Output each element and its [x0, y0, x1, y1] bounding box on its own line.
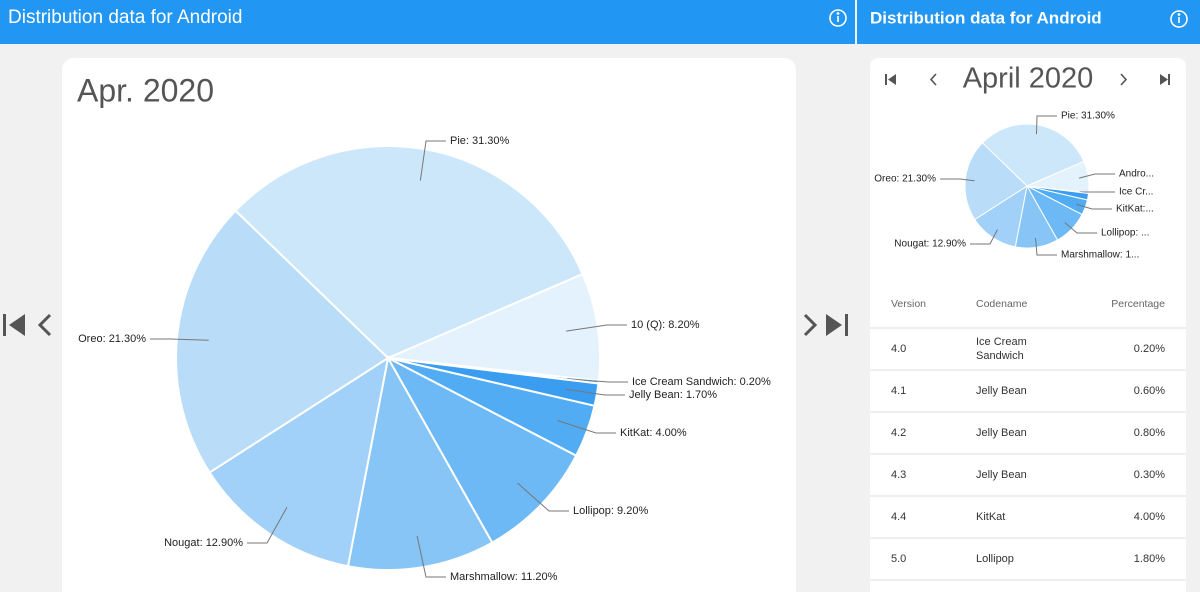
leader-line	[517, 482, 569, 512]
table-cell: Ice Cream Sandwich	[976, 336, 1027, 362]
table-cell: 0.80%	[1134, 427, 1165, 439]
leader-line	[419, 140, 446, 181]
leader-line	[1035, 237, 1057, 256]
last-button[interactable]	[1160, 74, 1170, 85]
prev-button[interactable]	[37, 313, 52, 337]
slice-label: Andro...	[1119, 169, 1154, 180]
slice-label: 10 (Q): 8.20%	[631, 319, 700, 331]
leader-line	[970, 229, 998, 245]
pie-slice	[385, 355, 578, 544]
chart-title: Apr. 2020	[77, 72, 214, 108]
table-cell: 0.60%	[1134, 385, 1165, 397]
table-cell: 0.30%	[1134, 469, 1165, 481]
slice-label: Nougat: 12.90%	[894, 239, 966, 250]
table-cell: 4.4	[891, 511, 906, 523]
slice-label: Ice Cream Sandwich: 0.20%	[632, 376, 771, 388]
pie-slice	[208, 355, 390, 568]
slice-label: Lollipop: 9.20%	[573, 505, 648, 517]
table-cell: Jelly Bean	[976, 469, 1027, 481]
table-cell: 5.0	[891, 553, 906, 565]
table-cell: 1.80%	[1134, 553, 1165, 565]
slice-label: Marshmallow: 1...	[1061, 250, 1139, 261]
leader-line	[566, 378, 628, 383]
app-bar	[0, 0, 855, 44]
slice-label: KitKat:...	[1116, 204, 1154, 215]
leader-line	[1078, 173, 1115, 179]
table-cell: 4.1	[891, 385, 906, 397]
pie-slice	[346, 355, 494, 571]
info-icon[interactable]	[829, 9, 847, 27]
next-button[interactable]	[803, 313, 818, 337]
leader-line	[565, 388, 625, 396]
table-cell: 4.2	[891, 427, 906, 439]
slice-label: Oreo: 21.30%	[874, 174, 936, 185]
table-cell: Jelly Bean	[976, 385, 1027, 397]
column-header: Codename	[976, 298, 1028, 310]
chart-title: April 2020	[963, 63, 1094, 95]
prev-button[interactable]	[929, 73, 937, 86]
table-cell: 4.00%	[1134, 511, 1165, 523]
first-button[interactable]	[885, 74, 896, 85]
app-title: Distribution data for Android	[870, 8, 1102, 27]
pie-slice	[234, 145, 584, 360]
leader-line	[1076, 203, 1112, 210]
leader-line	[416, 535, 446, 578]
slice-label: Jelly Bean: 1.70%	[629, 389, 717, 401]
next-button[interactable]	[1120, 73, 1128, 86]
first-button[interactable]	[3, 314, 25, 336]
leader-line	[556, 419, 616, 434]
leader-line	[566, 324, 627, 332]
slice-label: KitKat: 4.00%	[620, 427, 687, 439]
table-cell: 4.0	[891, 343, 906, 355]
pie-slice	[175, 209, 390, 474]
last-button[interactable]	[826, 314, 848, 336]
slice-label: Lollipop: ...	[1101, 228, 1149, 239]
slice-label: Pie: 31.30%	[450, 135, 510, 147]
app-bar	[857, 0, 1200, 44]
table-cell: 0.20%	[1134, 343, 1165, 355]
pie-slice	[981, 123, 1085, 187]
leader-line	[1035, 115, 1057, 135]
leader-line	[1064, 222, 1097, 234]
leader-line	[940, 178, 975, 182]
table-cell: Lollipop	[976, 553, 1014, 565]
table-cell: Jelly Bean	[976, 427, 1027, 439]
app-title: Distribution data for Android	[8, 7, 242, 28]
leader-line	[247, 506, 288, 544]
table-cell: 4.3	[891, 469, 906, 481]
slice-label: Ice Cr...	[1119, 187, 1153, 198]
slice-label: Nougat: 12.90%	[164, 537, 243, 549]
column-header: Version	[891, 298, 926, 310]
table-cell: KitKat	[976, 511, 1005, 523]
leader-line	[150, 338, 209, 341]
column-header: Percentage	[1111, 298, 1165, 310]
slice-label: Marshmallow: 11.20%	[450, 571, 558, 583]
slice-label: Pie: 31.30%	[1061, 111, 1115, 122]
info-icon[interactable]	[1170, 10, 1188, 28]
slice-label: Oreo: 21.30%	[78, 333, 146, 345]
